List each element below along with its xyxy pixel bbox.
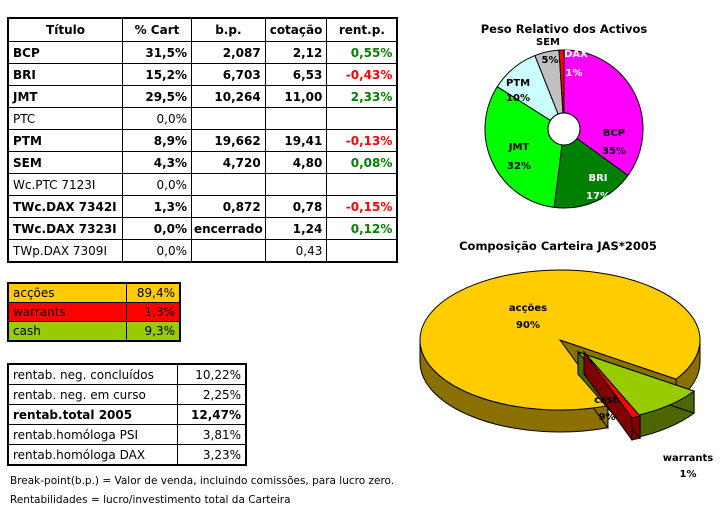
allocation-table: acções 89,4% warrants 1,3% cash 9,3% xyxy=(7,282,181,342)
returns-value: 3,23% xyxy=(177,444,247,466)
asset-return: 0,12% xyxy=(326,217,398,240)
returns-label: rentab. neg. concluídos xyxy=(7,363,178,385)
donut-pct-bri: 17% xyxy=(586,191,610,202)
asset-weight: 0,0% xyxy=(122,217,192,240)
pie3d-chart-title: Composição Carteira JAS*2005 xyxy=(459,239,657,253)
returns-value: 12,47% xyxy=(177,404,247,425)
returns-row: rentab. neg. em curso 2,25% xyxy=(7,384,247,405)
pie3d-chart: acções 90% warrants 1% cash 9% xyxy=(419,269,713,480)
returns-body: rentab. neg. concluídos 10,22% rentab. neg… xyxy=(7,363,247,466)
asset-return: -0,13% xyxy=(326,129,398,152)
portfolio-row: PTC 0,0% xyxy=(7,107,398,130)
portfolio-body: BCP 31,5% 2,087 2,12 0,55% BRI 15,2% 6,703 6,53-… xyxy=(7,41,398,263)
donut-chart: BCP 35% BRI 17% JMT 32% PTM 10% SEM 5% DAX 1% xyxy=(484,37,644,209)
asset-name: JMT xyxy=(7,85,123,108)
donut-label-ptm: PTM xyxy=(506,78,530,89)
asset-break-point: 0,872 xyxy=(191,195,266,218)
asset-return: -0,15% xyxy=(326,195,398,218)
header-cart: % Cart xyxy=(122,17,192,42)
portfolio-row: Wc.PTC 7123I 0,0% xyxy=(7,173,398,196)
portfolio-row: PTM 8,9% 19,662 19,41 -0,13% xyxy=(7,129,398,152)
header-bp: b.p. xyxy=(191,17,266,42)
allocation-label: cash xyxy=(7,321,127,342)
allocation-row: warrants 1,3% xyxy=(7,302,181,322)
donut-pct-dax: 1% xyxy=(566,68,583,79)
pie3d-pct-acções: 90% xyxy=(516,320,540,331)
asset-weight: 31,5% xyxy=(122,41,192,64)
donut-label-bcp: BCP xyxy=(603,128,625,139)
allocation-value: 9,3% xyxy=(126,321,181,342)
asset-break-point: 2,087 xyxy=(191,41,266,64)
asset-break-point: encerrado xyxy=(191,217,266,240)
donut-label-dax: DAX xyxy=(564,49,588,60)
donut-hole xyxy=(547,112,581,146)
returns-row: rentab.homóloga PSI 3,81% xyxy=(7,424,247,445)
portfolio-row: TWc.DAX 7342I 1,3% 0,872 0,78 -0,15% xyxy=(7,195,398,218)
returns-label: rentab.homóloga PSI xyxy=(7,424,178,445)
asset-price: 4,80 xyxy=(264,151,328,174)
asset-return: 0,55% xyxy=(326,41,398,64)
returns-value: 10,22% xyxy=(177,363,247,385)
portfolio-row: TWp.DAX 7309I 0,0% 0,43 xyxy=(7,239,398,263)
portfolio-header-row: Título % Cart b.p. cotação rent.p. xyxy=(7,17,398,42)
returns-row: rentab.homóloga DAX 3,23% xyxy=(7,444,247,466)
asset-return: -0,43% xyxy=(326,63,398,86)
rentabilidades-note: Rentabilidades = lucro/investimento tota… xyxy=(10,494,291,506)
allocation-body: acções 89,4% warrants 1,3% cash 9,3% xyxy=(7,282,181,342)
donut-pct-ptm: 10% xyxy=(506,93,530,104)
asset-weight: 0,0% xyxy=(122,239,192,263)
allocation-value: 1,3% xyxy=(126,302,181,322)
portfolio-table: Título % Cart b.p. cotação rent.p. BCP 31… xyxy=(7,17,399,263)
portfolio-row: TWc.DAX 7323I 0,0% encerrado 1,24 0,12% xyxy=(7,217,398,240)
asset-price: 1,24 xyxy=(264,217,328,240)
pie3d-label-cash: cash xyxy=(594,395,620,406)
allocation-row: cash 9,3% xyxy=(7,321,181,342)
break-point-note: Break-point(b.p.) = Valor de venda, incl… xyxy=(10,475,395,487)
pie3d-pct-warrants: 1% xyxy=(680,469,697,480)
asset-name: TWc.DAX 7323I xyxy=(7,217,123,240)
asset-weight: 0,0% xyxy=(122,173,192,196)
donut-pct-sem: 5% xyxy=(542,55,559,66)
donut-pct-bcp: 35% xyxy=(602,146,626,157)
returns-label: rentab. neg. em curso xyxy=(7,384,178,405)
returns-value: 3,81% xyxy=(177,424,247,445)
asset-return xyxy=(326,239,398,263)
asset-weight: 8,9% xyxy=(122,129,192,152)
asset-break-point xyxy=(191,239,266,263)
asset-price: 11,00 xyxy=(264,85,328,108)
returns-label: rentab.homóloga DAX xyxy=(7,444,178,466)
returns-label: rentab.total 2005 xyxy=(7,404,178,425)
returns-row: rentab. neg. concluídos 10,22% xyxy=(7,363,247,385)
asset-price: 2,12 xyxy=(264,41,328,64)
asset-break-point: 19,662 xyxy=(191,129,266,152)
donut-pct-jmt: 32% xyxy=(507,161,531,172)
returns-table: rentab. neg. concluídos 10,22% rentab. neg… xyxy=(7,363,247,466)
donut-label-jmt: JMT xyxy=(508,142,530,153)
returns-row: rentab.total 2005 12,47% xyxy=(7,404,247,425)
donut-chart-title: Peso Relativo dos Activos xyxy=(481,22,648,36)
portfolio-row: BCP 31,5% 2,087 2,12 0,55% xyxy=(7,41,398,64)
asset-name: TWp.DAX 7309I xyxy=(7,239,123,263)
asset-name: PTM xyxy=(7,129,123,152)
pie3d-label-warrants: warrants xyxy=(663,453,713,464)
asset-name: Wc.PTC 7123I xyxy=(7,173,123,196)
pie3d-slice-warrants xyxy=(583,350,641,442)
donut-label-sem: SEM xyxy=(536,37,560,48)
asset-price: 6,53 xyxy=(264,63,328,86)
asset-price: 0,43 xyxy=(264,239,328,263)
pie3d-label-acções: acções xyxy=(509,303,547,314)
donut-label-bri: BRI xyxy=(588,173,607,184)
pie3d-pct-cash: 9% xyxy=(599,412,616,423)
allocation-label: warrants xyxy=(7,302,127,322)
